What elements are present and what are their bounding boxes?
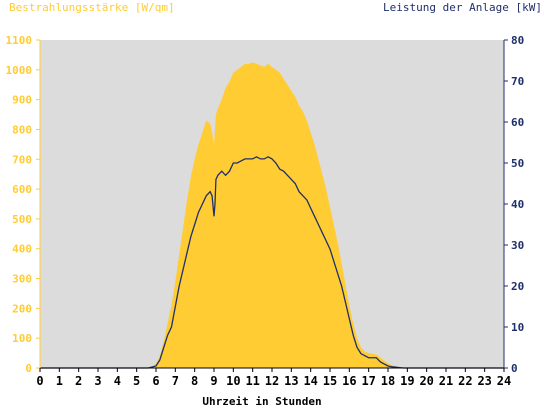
x-tick-label: 3	[94, 374, 101, 388]
power-line	[40, 156, 504, 369]
right-y-ticks: 0 10 20 30 40 50 60 70 80	[504, 34, 524, 375]
x-ticks: 0 1 2 3 4 5 6 7 8 9 10 11 12 13 14 15 16 17 18 19 20 21 22 23 24	[36, 368, 511, 388]
x-tick-label: 9	[210, 374, 217, 388]
right-y-tick-label: 50	[511, 157, 524, 170]
x-tick-label: 10	[226, 374, 240, 388]
x-tick-label: 12	[265, 374, 279, 388]
x-tick-label: 24	[497, 374, 511, 388]
x-tick-label: 2	[75, 374, 82, 388]
x-tick-label: 22	[458, 374, 472, 388]
x-tick-label: 11	[245, 374, 259, 388]
x-tick-label: 19	[400, 374, 414, 388]
left-y-tick-label: 400	[12, 243, 32, 256]
x-tick-label: 14	[303, 374, 317, 388]
x-tick-label: 6	[152, 374, 159, 388]
line-layer	[40, 156, 504, 369]
left-y-tick-label: 800	[12, 123, 32, 136]
right-y-tick-label: 70	[511, 75, 524, 88]
x-tick-label: 21	[439, 374, 453, 388]
left-y-tick-label: 1000	[6, 64, 33, 77]
left-y-tick-label: 700	[12, 153, 32, 166]
x-tick-label: 18	[381, 374, 395, 388]
x-tick-label: 15	[323, 374, 337, 388]
left-y-tick-label: 1100	[6, 34, 33, 47]
left-y-tick-label: 500	[12, 213, 32, 226]
irradiance-area	[40, 62, 504, 369]
x-tick-label: 7	[172, 374, 179, 388]
x-tick-label: 17	[361, 374, 375, 388]
left-y-ticks: 0 100 200 300 400 500 600 700 800 900 1000 1100	[6, 34, 40, 375]
right-y-tick-label: 30	[511, 239, 524, 252]
right-axis-title: Leistung der Anlage [kW]	[383, 1, 542, 14]
x-tick-label: 20	[419, 374, 433, 388]
left-y-tick-label: 200	[12, 302, 32, 315]
left-y-tick-label: 900	[12, 94, 32, 107]
x-tick-label: 8	[191, 374, 198, 388]
left-y-tick-label: 300	[12, 273, 32, 286]
left-axis-title: Bestrahlungsstärke [W/qm]	[9, 1, 175, 14]
x-tick-label: 13	[284, 374, 298, 388]
right-y-tick-label: 20	[511, 280, 524, 293]
right-y-tick-label: 10	[511, 321, 524, 334]
x-tick-label: 4	[114, 374, 121, 388]
right-y-tick-label: 0	[511, 362, 518, 375]
x-tick-label: 0	[36, 374, 43, 388]
x-tick-label: 5	[133, 374, 140, 388]
right-y-tick-label: 40	[511, 198, 524, 211]
x-axis-title: Uhrzeit in Stunden	[202, 395, 321, 408]
left-y-tick-label: 600	[12, 183, 32, 196]
left-y-tick-label: 100	[12, 332, 32, 345]
right-y-tick-label: 80	[511, 34, 524, 47]
left-y-tick-label: 0	[25, 362, 32, 375]
right-y-tick-label: 60	[511, 116, 524, 129]
area-layer	[40, 62, 504, 369]
x-tick-label: 16	[342, 374, 356, 388]
x-tick-label: 1	[56, 374, 63, 388]
x-tick-label: 23	[477, 374, 491, 388]
